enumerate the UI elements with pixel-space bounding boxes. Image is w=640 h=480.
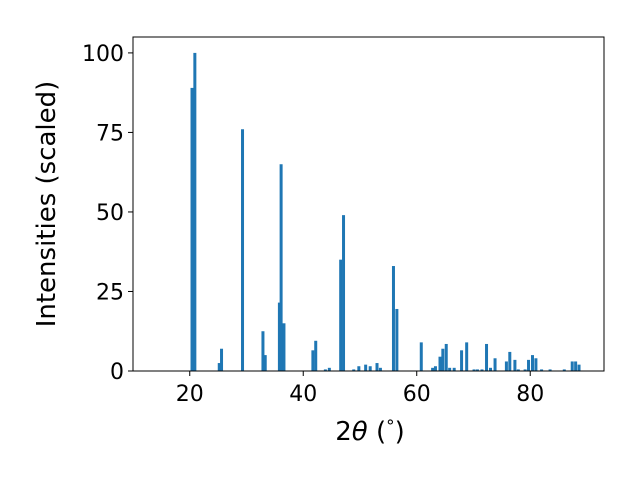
bar [460, 350, 464, 371]
bar [570, 361, 574, 371]
bar [220, 348, 224, 371]
bar [378, 367, 382, 371]
bar [527, 359, 531, 371]
bar [190, 87, 194, 372]
bar [508, 351, 512, 371]
bar [431, 367, 435, 371]
bar [342, 215, 346, 371]
bar [513, 359, 517, 371]
bar [314, 340, 318, 371]
bar [364, 364, 368, 371]
bar [282, 323, 286, 371]
bar [540, 369, 544, 371]
y-axis-ticks: 0 25 50 75 100 [82, 42, 133, 385]
y-tick-label: 50 [96, 201, 124, 226]
x-axis-label: 2θ (°) [335, 417, 405, 447]
bar [279, 164, 283, 371]
bar-series [190, 52, 581, 372]
bar [562, 369, 566, 371]
bar [444, 343, 448, 371]
bar [504, 361, 508, 371]
bar [493, 358, 497, 371]
bar [261, 331, 265, 371]
bar [391, 266, 395, 371]
bar [452, 367, 456, 371]
bar [311, 350, 315, 371]
bar [548, 369, 552, 371]
bar [480, 369, 484, 371]
bar [352, 369, 356, 371]
bar [339, 259, 343, 371]
bar [375, 363, 379, 371]
bar [465, 342, 469, 371]
bar [472, 369, 476, 371]
x-tick-label: 20 [176, 382, 204, 407]
x-tick-label: 40 [289, 382, 317, 407]
y-tick-label: 25 [96, 280, 124, 305]
bar [531, 355, 534, 371]
bar [475, 369, 479, 371]
y-tick-label: 75 [96, 121, 124, 146]
bar [327, 367, 331, 371]
bar [368, 366, 372, 371]
plot-frame [132, 36, 605, 372]
x-axis-ticks: 20 40 60 80 [176, 371, 544, 407]
bar [534, 358, 538, 371]
bar [395, 308, 399, 371]
x-tick-label: 80 [516, 382, 544, 407]
y-axis-label: Intensities (scaled) [32, 81, 62, 328]
bar [438, 356, 442, 371]
bar [419, 342, 423, 371]
bar [441, 348, 445, 371]
y-tick-label: 0 [110, 360, 124, 385]
bar [489, 367, 493, 371]
bar [241, 129, 245, 371]
bar [448, 367, 452, 371]
bar [516, 369, 520, 371]
bar [357, 366, 361, 371]
bar [577, 364, 581, 371]
bar [433, 366, 437, 371]
bar [523, 369, 527, 371]
bar [193, 52, 197, 372]
bar [217, 363, 221, 371]
x-tick-label: 60 [403, 382, 431, 407]
bar [277, 302, 281, 371]
bar [263, 355, 267, 371]
bar [323, 369, 327, 371]
bar [485, 343, 489, 371]
y-tick-label: 100 [82, 42, 124, 67]
bar [574, 361, 578, 371]
